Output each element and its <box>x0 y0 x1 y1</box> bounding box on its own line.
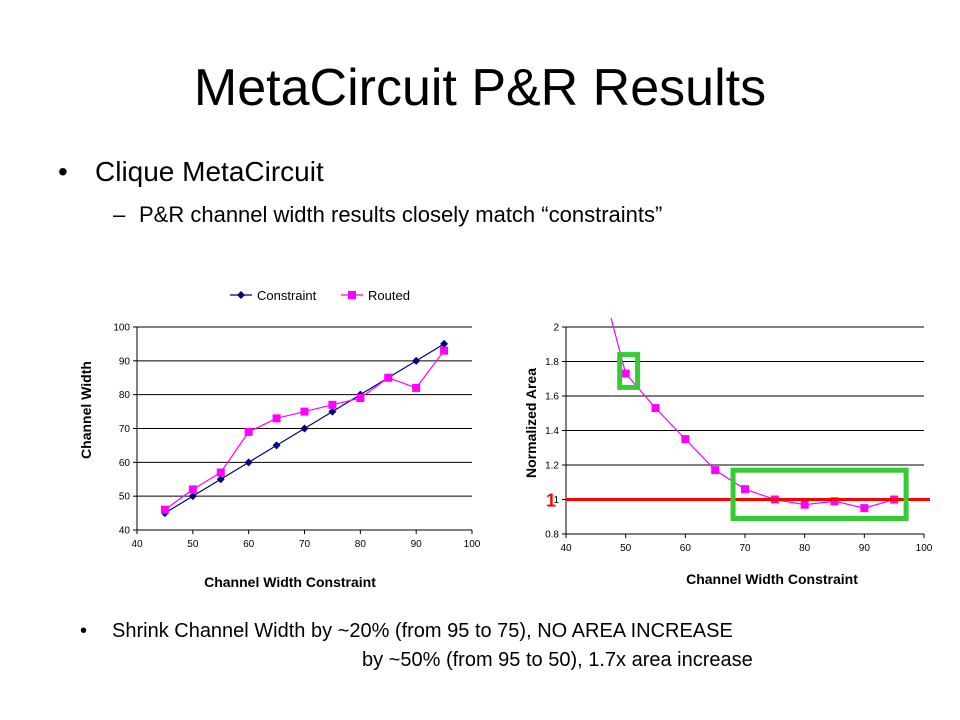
legend-marker <box>237 291 245 299</box>
sub-bullet-dash-icon: – <box>113 202 126 227</box>
data-point <box>830 497 839 506</box>
highlight-box <box>617 352 641 390</box>
x-tick-label: 70 <box>739 543 751 554</box>
y-tick-label: 1.2 <box>545 461 559 472</box>
y-tick-label: 0.8 <box>545 530 559 541</box>
y-tick-label: 100 <box>113 323 130 334</box>
highlight-box <box>730 467 909 521</box>
data-point <box>188 485 197 494</box>
slide-title: MetaCircuit P&R Results <box>193 59 767 117</box>
bullet-shrink: • Shrink Channel Width by ~20% (from 95 … <box>80 620 733 643</box>
x-axis-title: Channel Width Constraint <box>204 574 376 590</box>
y-tick-label: 2 <box>553 323 559 334</box>
x-tick-label: 90 <box>411 539 423 550</box>
data-point <box>272 441 281 450</box>
x-tick-label: 80 <box>799 543 811 554</box>
data-point <box>188 492 197 501</box>
y-tick-label: 1.4 <box>545 426 559 437</box>
bullet-clique: • Clique MetaCircuit <box>58 156 324 188</box>
data-point <box>800 500 809 509</box>
legend-marker <box>348 291 356 299</box>
x-tick-label: 50 <box>187 539 199 550</box>
data-point <box>272 414 281 423</box>
sub-bullet: – P&R channel width results closely match… <box>113 202 662 228</box>
data-point <box>412 383 421 392</box>
data-point <box>711 466 720 475</box>
data-point <box>440 346 449 355</box>
legend-entry: Routed <box>368 288 410 303</box>
data-point <box>300 424 309 433</box>
x-tick-label: 80 <box>355 539 367 550</box>
series-line <box>610 317 895 509</box>
data-point <box>328 407 337 416</box>
x-tick-label: 90 <box>859 543 871 554</box>
reference-line-label: 1 <box>546 491 556 511</box>
y-tick-label: 70 <box>119 424 131 435</box>
y-tick-label: 1.6 <box>545 392 559 403</box>
bullet-dot-icon: • <box>58 156 68 187</box>
y-axis-title: Channel Width <box>78 361 94 459</box>
data-point <box>384 373 393 382</box>
y-axis-title: Normalized Area <box>523 368 539 478</box>
x-tick-label: 40 <box>131 539 143 550</box>
x-tick-label: 100 <box>916 543 933 554</box>
chart-channel-width: 40 50 60 70 80 90 100 40 50 60 70 80 90 100 Channel Wi… <box>78 288 481 590</box>
data-point <box>300 407 309 416</box>
legend-entry: Constraint <box>257 288 317 303</box>
data-point <box>860 504 869 513</box>
data-point <box>328 400 337 409</box>
x-tick-label: 100 <box>464 539 481 550</box>
x-axis-title: Channel Width Constraint <box>686 571 858 587</box>
data-point <box>621 369 630 378</box>
data-point <box>651 404 660 413</box>
x-tick-label: 50 <box>620 543 632 554</box>
data-point <box>216 475 225 484</box>
bullet-clique-text: Clique MetaCircuit <box>95 156 324 187</box>
y-tick-label: 1 <box>553 495 559 506</box>
x-tick-label: 60 <box>680 543 692 554</box>
data-point <box>244 458 253 467</box>
bullet-dot-icon: • <box>80 620 88 642</box>
data-point <box>741 485 749 494</box>
data-point <box>681 435 690 444</box>
data-point <box>412 356 421 365</box>
y-tick-label: 60 <box>119 458 131 469</box>
data-point <box>244 427 253 436</box>
x-tick-label: 70 <box>299 539 311 550</box>
y-tick-label: 80 <box>119 390 131 401</box>
y-tick-label: 40 <box>119 526 131 537</box>
bullet-shrink-line2: by ~50% (from 95 to 50), 1.7x area incre… <box>362 649 753 671</box>
data-point <box>216 468 225 477</box>
sub-bullet-text: P&R channel width results closely match … <box>139 202 663 227</box>
x-tick-label: 40 <box>560 543 572 554</box>
bullet-shrink-text: Shrink Channel Width by ~20% (from 95 to… <box>112 620 733 642</box>
data-point <box>440 339 449 348</box>
y-tick-label: 1.8 <box>545 357 559 368</box>
x-tick-label: 60 <box>243 539 255 550</box>
data-point <box>356 394 365 403</box>
y-tick-label: 90 <box>119 356 131 367</box>
data-point <box>160 505 169 514</box>
y-tick-label: 50 <box>119 492 131 503</box>
